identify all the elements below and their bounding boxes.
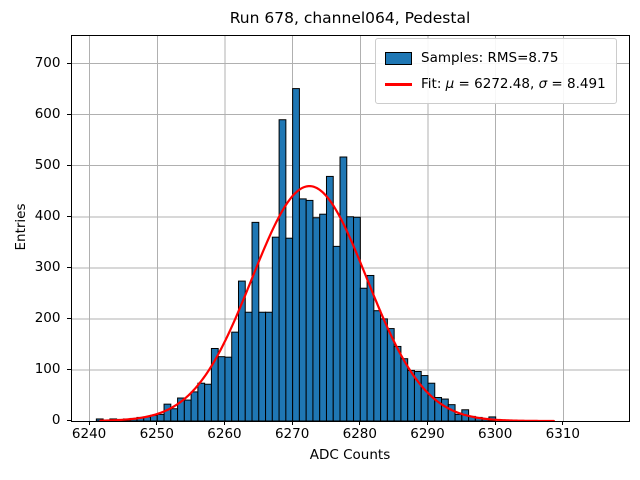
histogram-bar (339, 156, 347, 421)
histogram-bar (244, 311, 253, 421)
x-tick-label: 6240 (71, 426, 107, 442)
x-tick-label: 6310 (545, 426, 581, 442)
histogram-bar (284, 237, 293, 421)
x-tick-label: 6290 (410, 426, 445, 442)
legend: Samples: RMS=8.75 Fit: μ = 6272.48, σ = … (375, 38, 617, 104)
y-tick-label: 500 (34, 156, 61, 173)
y-tick-label: 100 (34, 360, 61, 377)
x-axis-label: ADC Counts (309, 447, 391, 463)
y-tick-label: 400 (34, 207, 61, 224)
y-tick-label: 700 (34, 54, 61, 71)
histogram-bar (399, 357, 408, 421)
histogram-bar (257, 311, 266, 421)
histogram-bar (366, 274, 374, 421)
x-tick-mark (291, 421, 293, 425)
y-tick-mark (66, 113, 71, 115)
histogram-bar (230, 331, 239, 421)
x-tick-label: 6260 (207, 426, 242, 442)
histogram-bar (372, 309, 381, 421)
histogram-bar (426, 382, 435, 421)
histogram-bar (379, 317, 388, 421)
histogram-bar (325, 175, 334, 421)
histogram-bar (271, 236, 280, 421)
y-tick-label: 600 (34, 105, 61, 122)
histogram-bar (406, 369, 415, 421)
histogram-bar (251, 221, 259, 421)
histogram-bar (305, 199, 313, 421)
fit-curve (98, 184, 555, 421)
histogram-bar (440, 398, 449, 421)
histogram-bar (447, 403, 456, 421)
histogram-bar (345, 215, 354, 421)
y-tick-label: 0 (51, 412, 61, 428)
chart-title: Run 678, channel064, Pedestal (229, 9, 471, 27)
y-tick-mark (66, 317, 71, 319)
x-tick-mark (223, 421, 225, 425)
x-tick-mark (426, 421, 428, 425)
histogram-bar (223, 356, 232, 421)
legend-fit-label: Fit: μ = 6272.48, σ = 8.491 (421, 76, 606, 92)
x-tick-label: 6270 (274, 426, 310, 442)
plot-canvas (71, 35, 629, 421)
x-tick-label: 6280 (342, 426, 377, 442)
y-tick-mark (66, 164, 71, 166)
histogram-bar (163, 403, 171, 421)
x-tick-label: 6250 (139, 426, 174, 442)
y-tick-mark (66, 266, 71, 268)
x-tick-mark (359, 421, 361, 425)
x-tick-mark (88, 421, 90, 425)
y-tick-mark (66, 215, 71, 217)
x-tick-mark (156, 421, 158, 425)
histogram-bars (95, 87, 496, 421)
histogram-bar (454, 413, 462, 421)
histogram-bar (217, 355, 225, 421)
histogram-bar (386, 327, 395, 421)
x-tick-label: 6300 (477, 426, 513, 442)
histogram-bar (393, 345, 401, 421)
histogram-bar (291, 87, 300, 421)
y-tick-mark (66, 368, 71, 370)
histogram-bar (156, 413, 165, 421)
legend-samples-label: Samples: RMS=8.75 (421, 50, 559, 66)
sigma-symbol: σ (538, 76, 548, 92)
histogram-bar (190, 390, 198, 421)
histogram-bar (332, 245, 341, 421)
fit-line-icon (385, 82, 412, 86)
y-tick-label: 300 (34, 258, 61, 275)
histogram-bar (420, 374, 428, 421)
histogram-bar (196, 382, 205, 421)
histogram-bar (183, 399, 192, 421)
legend-item-fit: Fit: μ = 6272.48, σ = 8.491 (385, 71, 606, 97)
samples-swatch-icon (385, 51, 412, 65)
histogram-bar (298, 197, 307, 421)
histogram-bar (359, 287, 368, 421)
histogram-bar (318, 213, 327, 421)
histogram-bar (203, 383, 212, 421)
x-tick-mark (494, 421, 496, 425)
histogram-bar (264, 311, 273, 421)
histogram-bar (278, 118, 286, 421)
y-tick-mark (66, 62, 71, 64)
histogram-bar (169, 407, 178, 421)
mu-symbol: μ (445, 76, 455, 92)
y-tick-mark (66, 420, 71, 421)
legend-item-samples: Samples: RMS=8.75 (385, 45, 606, 71)
x-tick-mark (562, 421, 564, 425)
histogram-bar (311, 216, 320, 421)
y-tick-label: 200 (34, 309, 61, 326)
